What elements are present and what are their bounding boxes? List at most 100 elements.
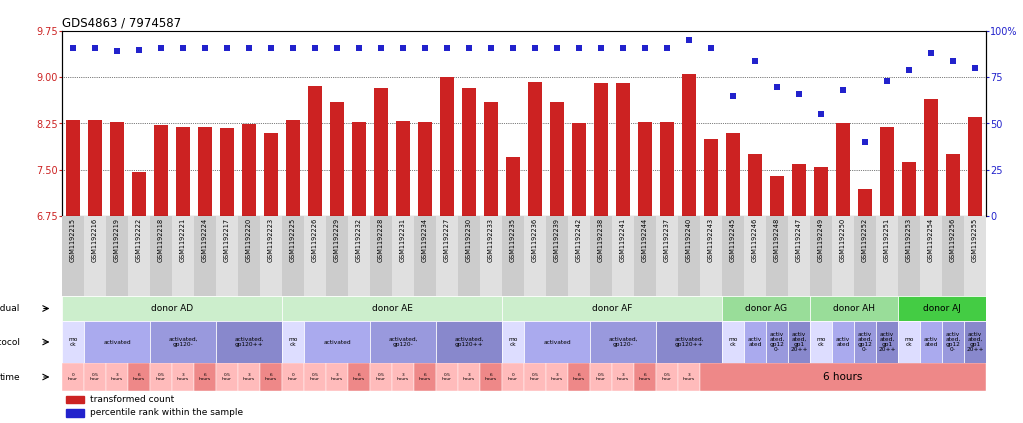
Text: activ
ated,
gp1
20++: activ ated, gp1 20++ <box>879 332 896 352</box>
Bar <box>304 216 326 296</box>
Text: GSM1192230: GSM1192230 <box>466 217 472 262</box>
Text: activ
ated: activ ated <box>924 337 938 347</box>
Text: activ
ated,
gp1
20++: activ ated, gp1 20++ <box>790 332 808 352</box>
Text: GSM1192233: GSM1192233 <box>488 217 494 261</box>
Text: GSM1192256: GSM1192256 <box>950 217 957 262</box>
Bar <box>282 216 304 296</box>
Text: activ
ated,
gp1
20++: activ ated, gp1 20++ <box>967 332 984 352</box>
Text: activated,
gp120-: activated, gp120- <box>609 337 637 347</box>
Bar <box>810 296 898 321</box>
Text: activated: activated <box>323 340 351 344</box>
Point <box>196 44 213 51</box>
Bar <box>436 363 458 391</box>
Bar <box>153 125 168 216</box>
Text: activ
ated: activ ated <box>748 337 762 347</box>
Text: 3
hours: 3 hours <box>330 373 343 381</box>
Bar <box>788 321 810 363</box>
Bar <box>150 216 172 296</box>
Bar <box>814 167 829 216</box>
Text: GSM1192251: GSM1192251 <box>884 217 890 262</box>
Bar <box>964 321 986 363</box>
Text: 3
hours: 3 hours <box>242 373 255 381</box>
Bar <box>902 162 917 216</box>
Bar <box>417 122 432 216</box>
Bar <box>304 363 326 391</box>
Text: GSM1192236: GSM1192236 <box>532 217 538 262</box>
Bar <box>370 321 436 363</box>
Text: activated,
gp120-: activated, gp120- <box>168 337 197 347</box>
Bar <box>480 216 502 296</box>
Point <box>416 44 433 51</box>
Bar <box>285 121 300 216</box>
Bar <box>678 363 700 391</box>
Point <box>592 44 609 51</box>
Text: GSM1192239: GSM1192239 <box>554 217 560 261</box>
Bar <box>502 296 722 321</box>
Bar <box>220 128 234 216</box>
Text: donor AH: donor AH <box>833 304 875 313</box>
Bar <box>484 102 498 216</box>
Text: mo
ck: mo ck <box>728 337 738 347</box>
Point <box>725 92 742 99</box>
Bar <box>660 122 674 216</box>
Bar <box>590 321 656 363</box>
Point <box>483 44 499 51</box>
Bar <box>216 216 238 296</box>
Bar <box>414 363 436 391</box>
Bar <box>612 363 634 391</box>
Bar <box>84 216 106 296</box>
Bar <box>348 216 370 296</box>
Text: GSM1192224: GSM1192224 <box>202 217 208 262</box>
Bar <box>282 321 304 363</box>
Bar <box>678 216 700 296</box>
Bar <box>396 121 410 216</box>
Point <box>571 44 587 51</box>
Point <box>131 46 147 53</box>
Bar <box>832 216 854 296</box>
Text: GSM1192220: GSM1192220 <box>246 217 252 262</box>
Point <box>152 44 169 51</box>
Bar <box>172 216 194 296</box>
Text: GSM1192226: GSM1192226 <box>312 217 318 262</box>
Bar <box>638 122 652 216</box>
Bar <box>436 216 458 296</box>
Text: GSM1192247: GSM1192247 <box>796 217 802 262</box>
Text: donor AG: donor AG <box>745 304 787 313</box>
Bar <box>524 216 546 296</box>
Text: GSM1192235: GSM1192235 <box>510 217 516 262</box>
Bar <box>238 216 260 296</box>
Text: 0.5
hour: 0.5 hour <box>157 373 166 381</box>
Text: mo
ck: mo ck <box>508 337 518 347</box>
Bar <box>682 74 696 216</box>
Text: 3
hours: 3 hours <box>617 373 629 381</box>
Text: GSM1192254: GSM1192254 <box>928 217 934 262</box>
Point <box>703 44 719 51</box>
Text: GSM1192215: GSM1192215 <box>70 217 76 262</box>
Text: protocol: protocol <box>0 338 19 346</box>
Bar <box>942 321 964 363</box>
Point <box>857 139 874 146</box>
Point <box>615 44 631 51</box>
Bar <box>241 124 256 216</box>
Text: GSM1192228: GSM1192228 <box>379 217 384 262</box>
Point <box>284 44 301 51</box>
Text: GSM1192242: GSM1192242 <box>576 217 582 262</box>
Point <box>395 44 411 51</box>
Bar <box>722 296 810 321</box>
Bar <box>876 321 898 363</box>
Bar <box>65 121 80 216</box>
Text: 6 hours: 6 hours <box>824 372 862 382</box>
Text: GSM1192237: GSM1192237 <box>664 217 670 262</box>
Bar <box>568 216 590 296</box>
Bar <box>766 216 788 296</box>
Text: donor AE: donor AE <box>371 304 412 313</box>
Bar <box>370 363 392 391</box>
Bar <box>546 363 568 391</box>
Text: GSM1192255: GSM1192255 <box>972 217 978 262</box>
Bar <box>700 216 722 296</box>
Bar <box>788 216 810 296</box>
Text: GSM1192216: GSM1192216 <box>92 217 98 262</box>
Point <box>923 50 939 57</box>
Text: donor AF: donor AF <box>592 304 632 313</box>
Text: activated,
gp120-: activated, gp120- <box>389 337 417 347</box>
